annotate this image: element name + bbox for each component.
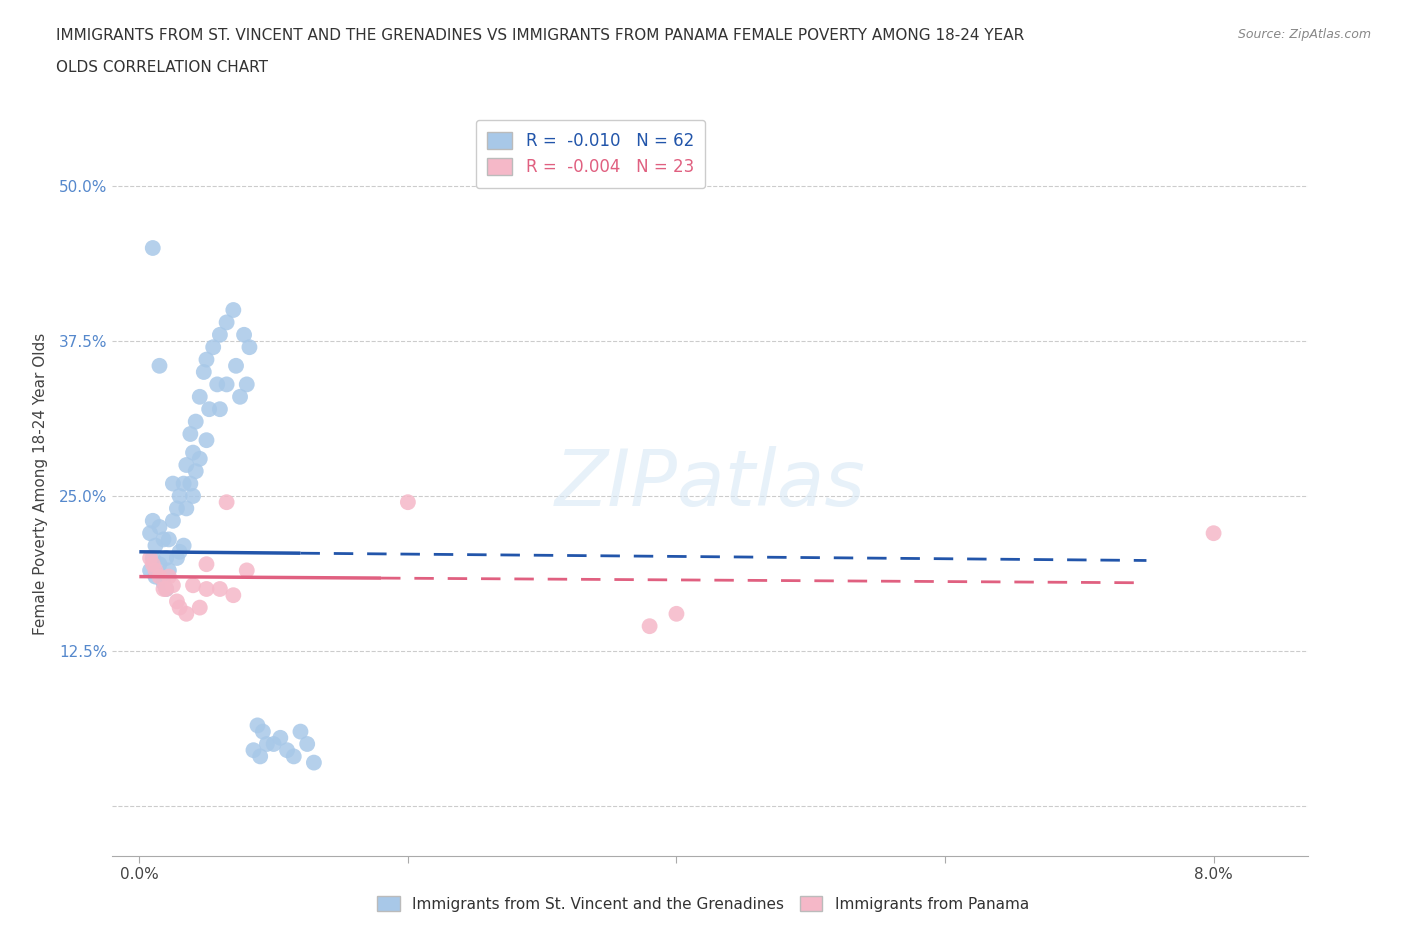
Point: [155, 581, 177, 596]
Point: [283, 749, 305, 764]
Point: [145, 569, 167, 584]
Point: [169, 488, 191, 503]
Point: [157, 569, 180, 584]
Point: [222, 302, 245, 317]
Point: [145, 538, 167, 553]
Point: [396, 495, 419, 510]
Point: [145, 563, 167, 578]
Point: [162, 578, 184, 592]
Point: [229, 390, 252, 405]
Point: [236, 377, 259, 392]
Point: [208, 327, 231, 342]
Point: [142, 551, 165, 565]
Point: [249, 749, 271, 764]
Point: [202, 339, 225, 354]
Point: [276, 743, 298, 758]
Text: IMMIGRANTS FROM ST. VINCENT AND THE GRENADINES VS IMMIGRANTS FROM PANAMA FEMALE : IMMIGRANTS FROM ST. VINCENT AND THE GREN…: [56, 28, 1025, 43]
Point: [252, 724, 274, 739]
Point: [215, 377, 238, 392]
Point: [205, 377, 228, 392]
Point: [179, 427, 201, 442]
Point: [166, 551, 188, 565]
Point: [181, 488, 204, 503]
Legend: R =  -0.010   N = 62, R =  -0.004   N = 23: R = -0.010 N = 62, R = -0.004 N = 23: [475, 120, 706, 188]
Point: [157, 532, 180, 547]
Point: [233, 327, 256, 342]
Point: [208, 581, 231, 596]
Point: [222, 588, 245, 603]
Point: [256, 737, 278, 751]
Point: [139, 525, 162, 540]
Y-axis label: Female Poverty Among 18-24 Year Olds: Female Poverty Among 18-24 Year Olds: [32, 333, 48, 635]
Text: Source: ZipAtlas.com: Source: ZipAtlas.com: [1237, 28, 1371, 41]
Point: [139, 563, 162, 578]
Point: [269, 730, 291, 745]
Point: [169, 600, 191, 615]
Point: [225, 358, 247, 373]
Point: [290, 724, 312, 739]
Point: [166, 501, 188, 516]
Point: [166, 594, 188, 609]
Point: [198, 402, 221, 417]
Point: [295, 737, 318, 751]
Point: [162, 476, 184, 491]
Point: [184, 464, 207, 479]
Point: [195, 352, 218, 367]
Point: [173, 476, 195, 491]
Point: [152, 581, 174, 596]
Point: [176, 606, 198, 621]
Point: [152, 532, 174, 547]
Point: [238, 339, 260, 354]
Point: [155, 551, 177, 565]
Point: [302, 755, 325, 770]
Point: [148, 520, 170, 535]
Point: [179, 476, 201, 491]
Point: [157, 563, 180, 578]
Point: [181, 445, 204, 460]
Point: [195, 432, 218, 447]
Point: [148, 358, 170, 373]
Point: [152, 576, 174, 591]
Point: [195, 557, 218, 572]
Point: [638, 618, 661, 633]
Point: [665, 606, 688, 621]
Point: [263, 737, 285, 751]
Point: [242, 743, 264, 758]
Point: [142, 241, 165, 256]
Point: [208, 402, 231, 417]
Point: [176, 458, 198, 472]
Point: [184, 414, 207, 429]
Text: ZIPatlas: ZIPatlas: [554, 445, 866, 522]
Point: [181, 578, 204, 592]
Point: [195, 581, 218, 596]
Point: [1202, 525, 1225, 540]
Point: [139, 551, 162, 565]
Point: [162, 513, 184, 528]
Point: [148, 569, 170, 584]
Point: [155, 581, 177, 596]
Point: [142, 513, 165, 528]
Point: [142, 557, 165, 572]
Point: [188, 451, 211, 466]
Point: [193, 365, 215, 379]
Point: [188, 390, 211, 405]
Point: [215, 495, 238, 510]
Point: [215, 315, 238, 330]
Point: [176, 501, 198, 516]
Point: [169, 544, 191, 559]
Text: OLDS CORRELATION CHART: OLDS CORRELATION CHART: [56, 60, 269, 75]
Point: [173, 538, 195, 553]
Point: [188, 600, 211, 615]
Point: [246, 718, 269, 733]
Point: [148, 557, 170, 572]
Legend: Immigrants from St. Vincent and the Grenadines, Immigrants from Panama: Immigrants from St. Vincent and the Gren…: [371, 889, 1035, 918]
Point: [236, 563, 259, 578]
